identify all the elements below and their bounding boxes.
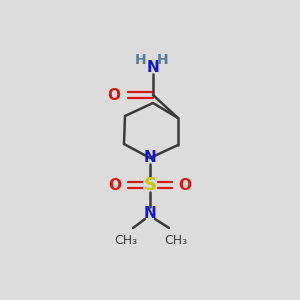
Text: N: N [147, 61, 159, 76]
Text: O: O [178, 178, 191, 193]
Text: H: H [135, 53, 147, 67]
Text: N: N [144, 151, 156, 166]
Text: CH₃: CH₃ [164, 233, 188, 247]
Text: O: O [109, 178, 122, 193]
Text: H: H [157, 53, 169, 67]
Text: O: O [107, 88, 121, 103]
Text: S: S [143, 176, 157, 194]
Text: CH₃: CH₃ [114, 233, 138, 247]
Text: N: N [144, 206, 156, 220]
